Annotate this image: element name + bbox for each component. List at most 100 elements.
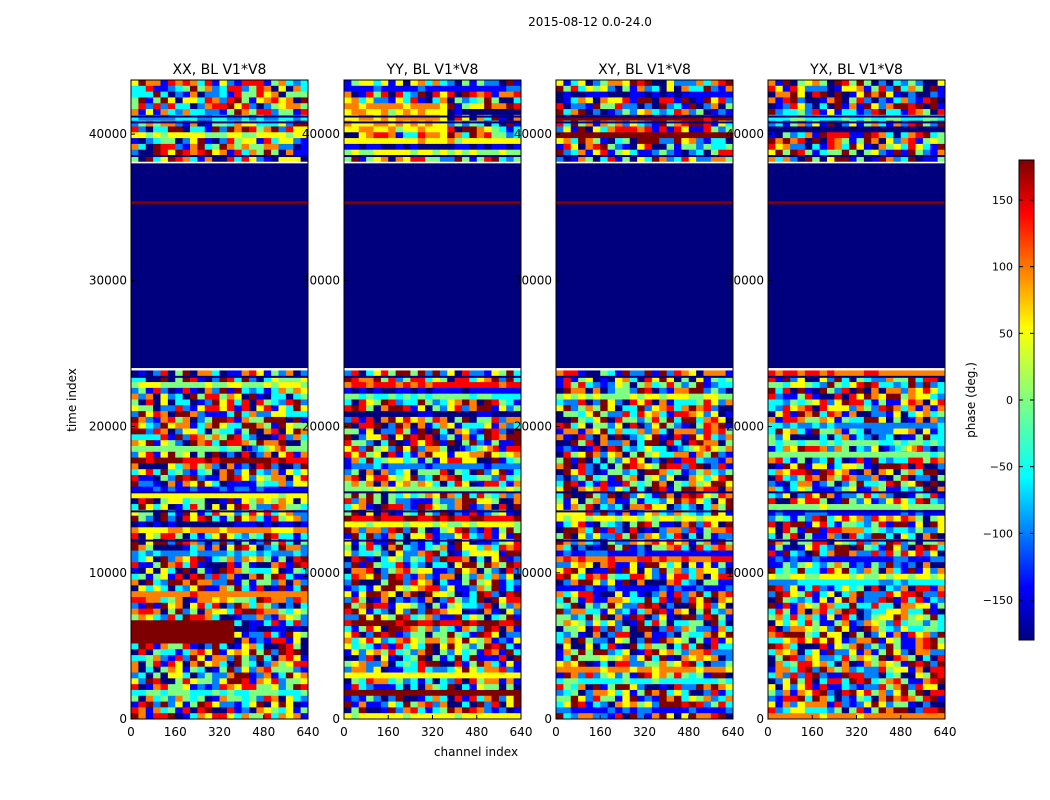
heatmap-cell (241, 126, 250, 133)
heatmap-cell (644, 109, 653, 116)
heatmap-cell (263, 573, 272, 580)
heatmap-cell (725, 370, 733, 377)
heatmap-cell (190, 567, 198, 575)
heatmap-cell (395, 475, 404, 482)
heatmap-cell (688, 573, 697, 580)
heatmap-cell (484, 486, 492, 493)
heatmap-cell (666, 422, 675, 429)
heatmap-cell (674, 138, 682, 145)
heatmap-cell (570, 97, 579, 104)
heatmap-cell (666, 434, 675, 441)
heatmap-cell (285, 527, 294, 534)
heatmap-cell (681, 486, 690, 493)
heatmap-cell (447, 399, 456, 406)
heatmap-cell (637, 143, 645, 151)
heatmap-cell (585, 97, 594, 104)
heatmap-cell (131, 689, 139, 697)
heatmap-cell (388, 469, 397, 476)
heatmap-cell (167, 533, 176, 540)
heatmap-cell (417, 85, 426, 93)
heatmap-cell (212, 138, 220, 145)
heatmap-cell (403, 387, 411, 395)
heatmap-cell (380, 445, 389, 453)
heatmap-cell (710, 585, 719, 592)
heatmap-cell (234, 672, 243, 679)
heatmap-cell (688, 509, 697, 517)
heatmap-cell (469, 486, 478, 493)
heatmap-cell (674, 573, 682, 580)
heatmap-cell (725, 114, 733, 122)
heatmap-cell (462, 672, 470, 679)
heatmap-cell (585, 544, 594, 551)
heatmap-cell (160, 573, 169, 580)
heatmap-cell (469, 631, 478, 639)
heatmap-cell (659, 602, 668, 610)
heatmap-cell (380, 533, 389, 540)
heatmap-cell (432, 126, 441, 133)
heatmap-cell (644, 521, 653, 528)
heatmap-cell (592, 567, 601, 575)
heatmap-cell (160, 515, 169, 522)
heatmap-cell (380, 695, 389, 702)
heatmap-cell (145, 445, 154, 453)
heatmap-cell (256, 120, 265, 127)
heatmap-cell (145, 393, 154, 400)
heatmap-cell (513, 533, 521, 540)
heatmap-cell (417, 713, 426, 719)
heatmap-cell (725, 579, 733, 586)
heatmap-cell (462, 463, 470, 470)
heatmap-cell (570, 393, 579, 400)
heatmap-cell (506, 643, 515, 650)
heatmap-cell (131, 422, 139, 429)
heatmap-cell (293, 416, 302, 424)
heatmap-cell (425, 120, 433, 127)
heatmap-cell (212, 463, 220, 470)
heatmap-cell (469, 585, 478, 592)
heatmap-cell (417, 544, 426, 551)
heatmap-cell (373, 521, 382, 528)
heatmap-cell (607, 382, 616, 389)
heatmap-cell (197, 567, 206, 575)
heatmap-cell (454, 620, 463, 627)
heatmap-cell (234, 149, 243, 156)
heatmap-cell (506, 684, 515, 691)
heatmap-cell (271, 538, 279, 546)
heatmap-cell (718, 533, 727, 540)
heatmap-cell (403, 504, 411, 511)
heatmap-cell (476, 701, 485, 708)
heatmap-cell (380, 376, 389, 383)
heatmap-cell (285, 486, 294, 493)
heatmap-cell (285, 97, 294, 104)
heatmap-cell (718, 399, 727, 406)
heatmap-cell (476, 504, 485, 511)
heatmap-cell (703, 411, 712, 418)
heatmap-cell (674, 440, 682, 447)
heatmap-cell (681, 602, 690, 610)
heatmap-cell (454, 660, 463, 668)
heatmap-cell (175, 515, 184, 522)
heatmap-cell (190, 573, 198, 580)
heatmap-cell (718, 138, 727, 145)
heatmap-cell (344, 573, 352, 580)
heatmap-cell (469, 556, 478, 563)
heatmap-cell (607, 132, 616, 139)
heatmap-cell (373, 620, 382, 627)
heatmap-cell (725, 155, 733, 162)
heatmap-cell (138, 585, 147, 592)
heatmap-cell (204, 573, 213, 580)
heatmap-cell (373, 515, 382, 522)
heatmap-cell (300, 109, 308, 116)
heatmap-cell (476, 428, 485, 435)
heatmap-cell (622, 538, 631, 546)
heatmap-cell (644, 614, 653, 621)
heatmap-cell (410, 713, 419, 719)
heatmap-cell (644, 422, 653, 429)
heatmap-cell (293, 666, 302, 673)
heatmap-cell (263, 155, 272, 162)
heatmap-cell (491, 521, 500, 528)
heatmap-cell (491, 97, 500, 104)
heatmap-cell (285, 550, 294, 557)
heatmap-cell (380, 85, 389, 93)
heatmap-cell (190, 393, 198, 400)
heatmap-cell (388, 672, 397, 679)
